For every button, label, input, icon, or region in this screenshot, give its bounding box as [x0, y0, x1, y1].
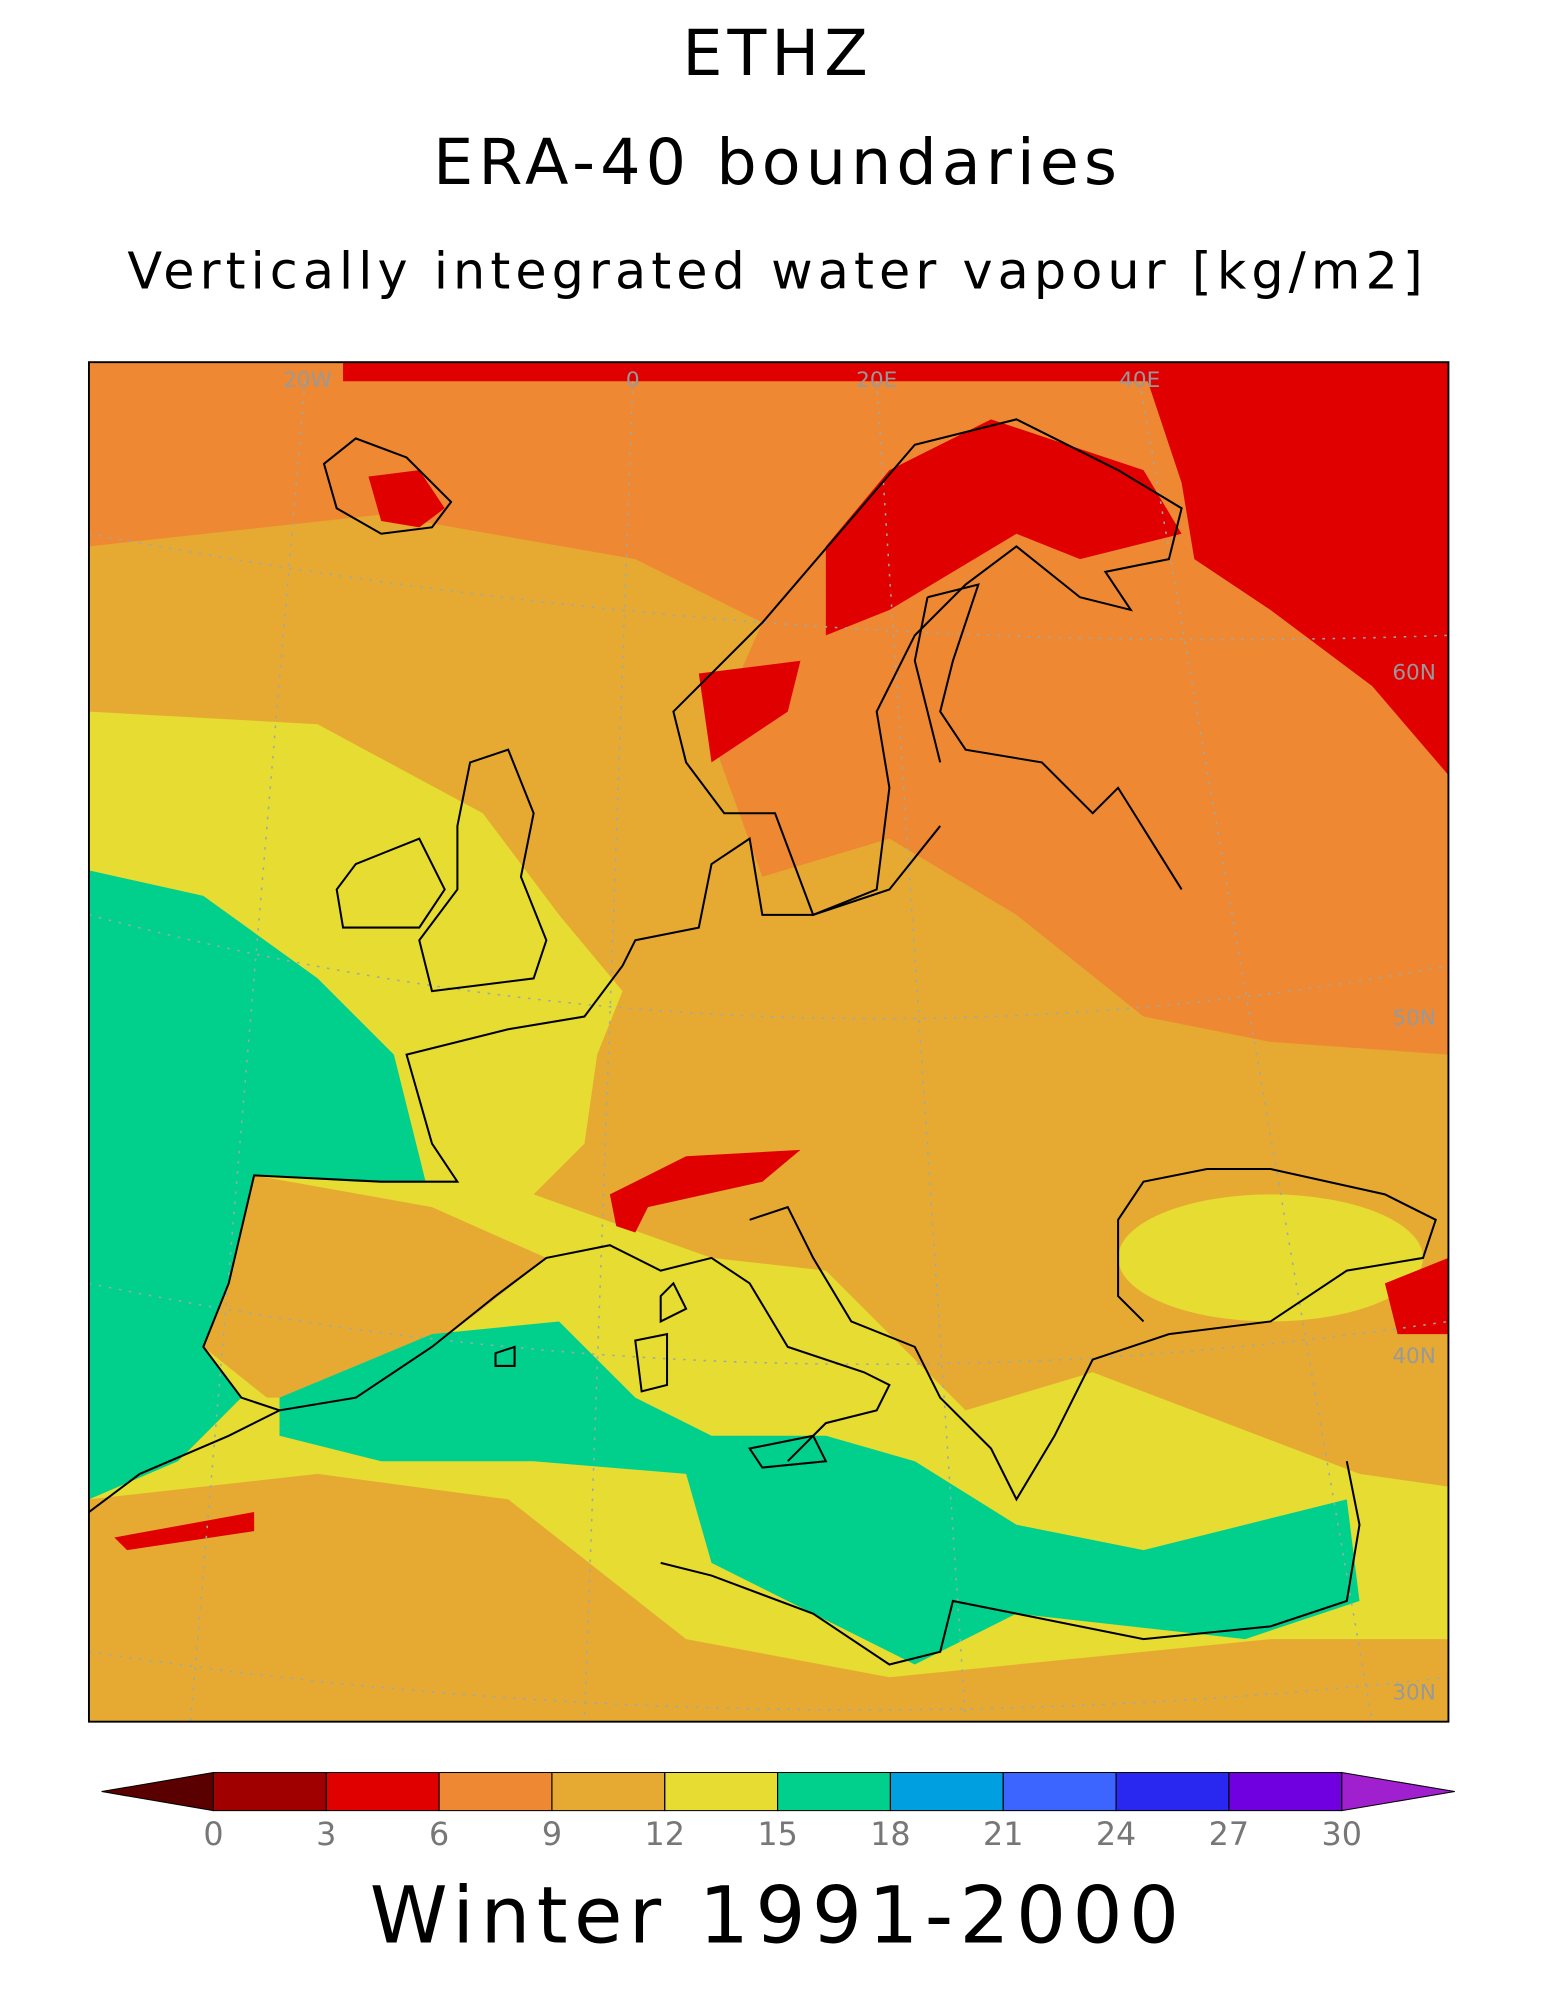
- field-region: [609, 1149, 801, 1233]
- colorbar-bin: [1115, 1771, 1230, 1812]
- variable-title: Vertically integrated water vapour [kg/m…: [127, 242, 1427, 301]
- colorbar-bin: [777, 1771, 891, 1812]
- field-region: [88, 870, 426, 1500]
- field-region: [279, 1321, 1360, 1665]
- colorbar-tick-label: 24: [1096, 1817, 1136, 1853]
- longitude-label: 40E: [1119, 368, 1160, 393]
- colorbar-tick-label: 27: [1209, 1817, 1249, 1853]
- latitude-label: 30N: [1392, 1681, 1436, 1706]
- colorbar-tick-label: 9: [542, 1817, 562, 1853]
- subtitle: ERA-40 boundaries: [433, 125, 1122, 199]
- field-region: [368, 470, 445, 528]
- field-region: [343, 362, 1449, 382]
- colorbar: 0 3 6 9 12 15 18 21 24 27 30: [101, 1771, 1455, 1853]
- colorbar-extension: [101, 1771, 214, 1812]
- coastline: [749, 1167, 1437, 1502]
- colorbar-extension: [1341, 1771, 1455, 1812]
- latitude-label: 40N: [1392, 1344, 1436, 1369]
- coastline: [672, 418, 1183, 917]
- colorbar-bin: [889, 1771, 1004, 1812]
- field-region: [1143, 368, 1449, 776]
- colorbar-bin: [1002, 1771, 1117, 1812]
- colorbar-tick-label: 30: [1322, 1817, 1362, 1853]
- longitude-label: 0: [626, 368, 640, 393]
- colorbar-bin: [212, 1771, 327, 1812]
- coastline: [913, 583, 1183, 891]
- title: ETHZ: [682, 16, 873, 90]
- coastline: [202, 825, 942, 1462]
- colorbar-bin: [325, 1771, 440, 1812]
- colorbar-tick-label: 0: [203, 1817, 223, 1853]
- colorbar-bin: [438, 1771, 553, 1812]
- colorbar-bin: [664, 1771, 779, 1812]
- colorbar-tick-label: 18: [870, 1817, 910, 1853]
- longitude-label: 20W: [283, 368, 332, 393]
- colorbar-tick-label: 12: [645, 1817, 685, 1853]
- coastline: [335, 748, 548, 993]
- latitude-label: 50N: [1392, 1006, 1436, 1031]
- footer: Winter 1991-2000: [370, 1870, 1186, 1962]
- map-frame: [87, 361, 1450, 1723]
- colorbar-bin: [551, 1771, 666, 1812]
- field-region: [1384, 1257, 1449, 1335]
- colorbar-tick-label: 3: [316, 1817, 336, 1853]
- field-region: [203, 1175, 547, 1398]
- field-region: [825, 419, 1182, 636]
- coastline: [88, 1409, 1361, 1666]
- map-field: [88, 362, 1449, 1722]
- colorbar-bin: [1228, 1771, 1343, 1812]
- grid-line: [88, 381, 1449, 1722]
- latitude-label: 60N: [1392, 660, 1436, 685]
- field-region: [698, 660, 801, 763]
- field-region: [114, 1512, 255, 1551]
- colorbar-tick-label: 21: [983, 1817, 1023, 1853]
- longitude-label: 20E: [856, 368, 897, 393]
- field-region: [1118, 1194, 1424, 1322]
- colorbar-tick-label: 15: [757, 1817, 797, 1853]
- coastline: [494, 1281, 828, 1469]
- coastline: [322, 437, 453, 535]
- colorbar-tick-label: 6: [429, 1817, 449, 1853]
